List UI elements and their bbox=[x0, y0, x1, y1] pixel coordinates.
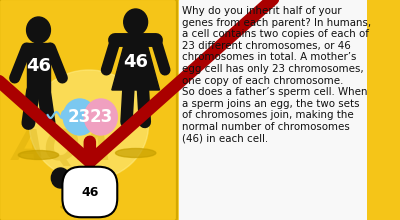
Circle shape bbox=[51, 168, 70, 188]
Text: 23: 23 bbox=[68, 108, 91, 126]
Text: 46: 46 bbox=[26, 57, 51, 75]
Ellipse shape bbox=[61, 204, 111, 211]
FancyArrowPatch shape bbox=[0, 0, 400, 162]
Bar bbox=[26, 43, 50, 91]
Circle shape bbox=[124, 9, 148, 35]
Ellipse shape bbox=[116, 148, 156, 158]
Text: 46: 46 bbox=[123, 53, 148, 71]
Polygon shape bbox=[112, 36, 160, 90]
Ellipse shape bbox=[18, 150, 59, 160]
Text: Why do you inherit half of your
genes from each parent? In humans,
a cell contai: Why do you inherit half of your genes fr… bbox=[182, 6, 372, 144]
Circle shape bbox=[62, 110, 70, 120]
Bar bbox=[179, 0, 367, 220]
Circle shape bbox=[84, 99, 117, 135]
Text: 46: 46 bbox=[81, 185, 98, 198]
Circle shape bbox=[63, 99, 96, 135]
Ellipse shape bbox=[29, 70, 148, 180]
Text: 23: 23 bbox=[89, 108, 112, 126]
FancyBboxPatch shape bbox=[0, 0, 177, 220]
Text: AQA: AQA bbox=[12, 127, 112, 169]
Circle shape bbox=[26, 17, 50, 43]
